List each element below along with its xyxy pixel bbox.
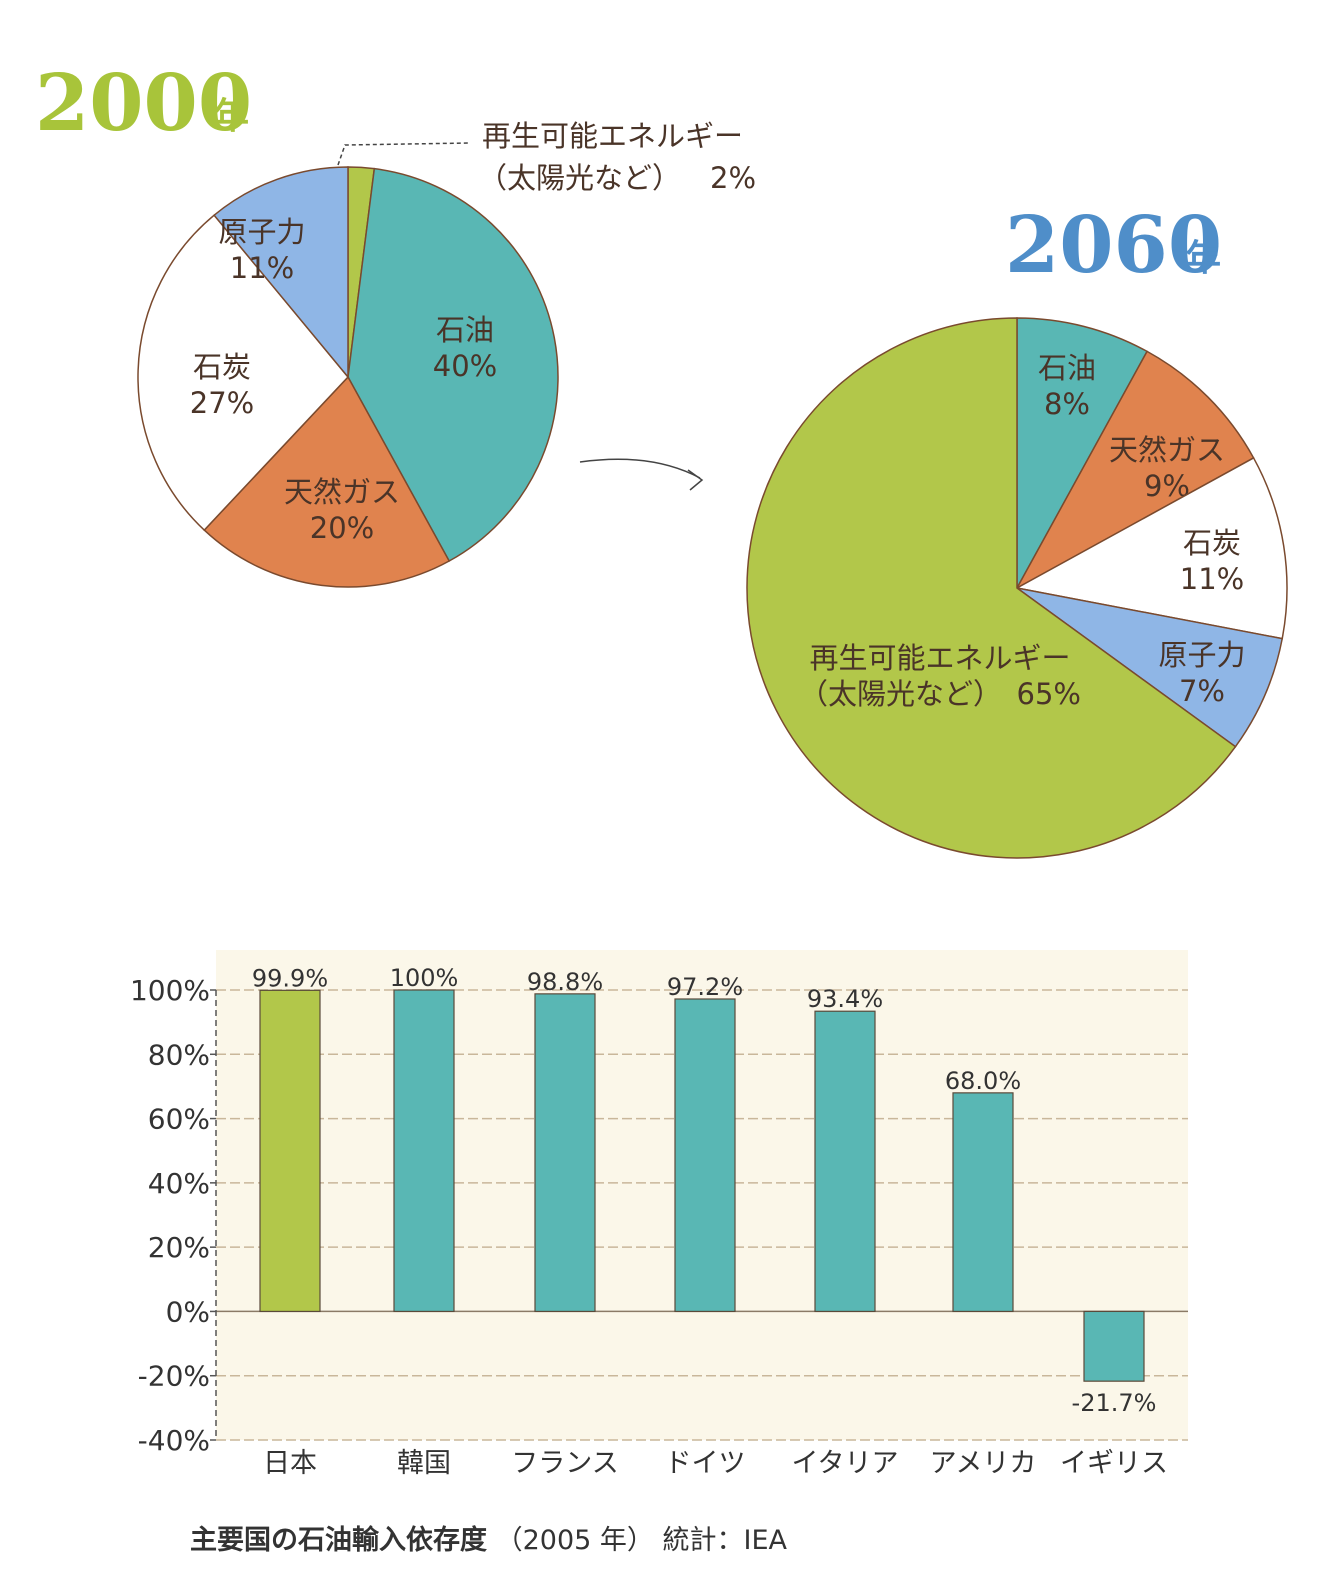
ytick-label-2: 60% [148,1103,210,1136]
pie1-slice-1-label-0: 石油 [436,313,494,347]
bar-4 [814,1010,876,1313]
pie1-slice-3-label-1: 27% [190,386,254,420]
category-label-0: 日本 [263,1448,317,1479]
pie2-slice-4 [746,317,1237,859]
category-label-4: イタリア [792,1448,899,1479]
pie1-slice-2-label-1: 20% [310,511,374,545]
pie1-slice-4-label-0: 原子力 [218,215,305,249]
bar-value-label-6: -21.7% [1072,1389,1157,1417]
caption-title: 主要国の石油輸入依存度 [190,1525,487,1556]
pie1-slice-4 [213,166,349,380]
pie1-renewable-label2: （太陽光など） [478,161,681,195]
bar-value-label-4: 93.4% [807,985,883,1013]
arrow-head-icon [687,469,704,491]
pie2-slice-2-label-0: 石炭 [1183,526,1241,560]
pie2-slice-0 [1016,317,1149,589]
pie1-leader-line [337,142,471,166]
bar-value-label-2: 98.8% [527,968,603,996]
pie2-slice-0-label-1: 8% [1044,387,1090,421]
pie2-slice-3-label-1: 7% [1179,674,1225,708]
bar-0 [259,989,321,1313]
ytick-label-0: 100% [130,974,210,1007]
bar-x-axis: 日本 韓国 フランス ドイツ イタリア アメリカ イギリス [263,1448,1168,1479]
ytick-label-3: 40% [148,1167,210,1200]
pie1-renewable-value: 2% [710,161,756,195]
bar-value-label-3: 97.2% [667,973,743,1001]
arrow-line [579,458,701,479]
pie1-slice-1 [347,167,559,563]
category-label-5: アメリカ [930,1448,1037,1479]
bar-1 [393,989,455,1313]
category-label-3: ドイツ [665,1448,746,1479]
bar-2 [534,993,596,1313]
bar-series: 99.9% 100% 98.8% 97.2% 93.4% 68.0% -21.7% [252,964,1157,1417]
pie1-renewable-label: 再生可能エネルギー [482,119,743,153]
pie2-slice-3-label-0: 原子力 [1158,638,1245,672]
pie1-slice-2-label-0: 天然ガス [284,475,400,509]
bar-value-label-5: 68.0% [945,1067,1021,1095]
ytick-label-4: 20% [148,1231,210,1264]
category-label-1: 韓国 [397,1448,451,1479]
pie1-year: 2000 [35,58,252,149]
pie2-slice-4-label-0: 再生可能エネルギー [809,641,1070,675]
category-label-2: フランス [511,1448,618,1479]
pie2-year: 2060 [1005,200,1222,291]
pie1-slice-4-label-1: 11% [230,251,294,285]
pie2-year-suffix: 年 [1185,238,1221,279]
pie2-slice-4-label-1: （太陽光など） 65% [799,677,1081,711]
pie1-slice-2 [203,375,451,588]
pie1-slice-3 [137,214,349,532]
bar-value-label-1: 100% [390,964,459,992]
pie1-slice-3-label-0: 石炭 [193,350,251,384]
pie2-slice-1-label-0: 天然ガス [1109,433,1225,467]
chart-caption: 主要国の石油輸入依存度 （2005 年） 統計：IEA [190,1518,787,1557]
category-label-6: イギリス [1060,1448,1168,1479]
bar-6 [1083,1310,1145,1382]
ytick-label-6: -20% [138,1360,210,1393]
pie2-slice-2 [1014,456,1288,640]
pie2-slice-1 [1015,350,1255,590]
caption-source: 統計：IEA [662,1525,787,1556]
pie2-slice-0-label-0: 石油 [1038,351,1096,385]
pie1-slice-1-label-1: 40% [433,349,497,383]
bar-value-label-0: 99.9% [252,964,328,992]
pie2-slice-3 [1016,587,1284,748]
pie1-year-suffix: 年 [213,96,249,137]
ytick-label-1: 80% [148,1038,210,1071]
pie2-slice-2-label-1: 11% [1180,562,1244,596]
ytick-label-5: 0% [166,1295,210,1328]
bar-5 [952,1092,1014,1313]
ytick-label-7: -40% [138,1424,210,1457]
bar-3 [674,998,736,1313]
caption-year: （2005 年） [495,1525,654,1556]
bar-y-axis: 100% 80% 60% 40% 20% 0% -20% -40% [130,974,217,1457]
